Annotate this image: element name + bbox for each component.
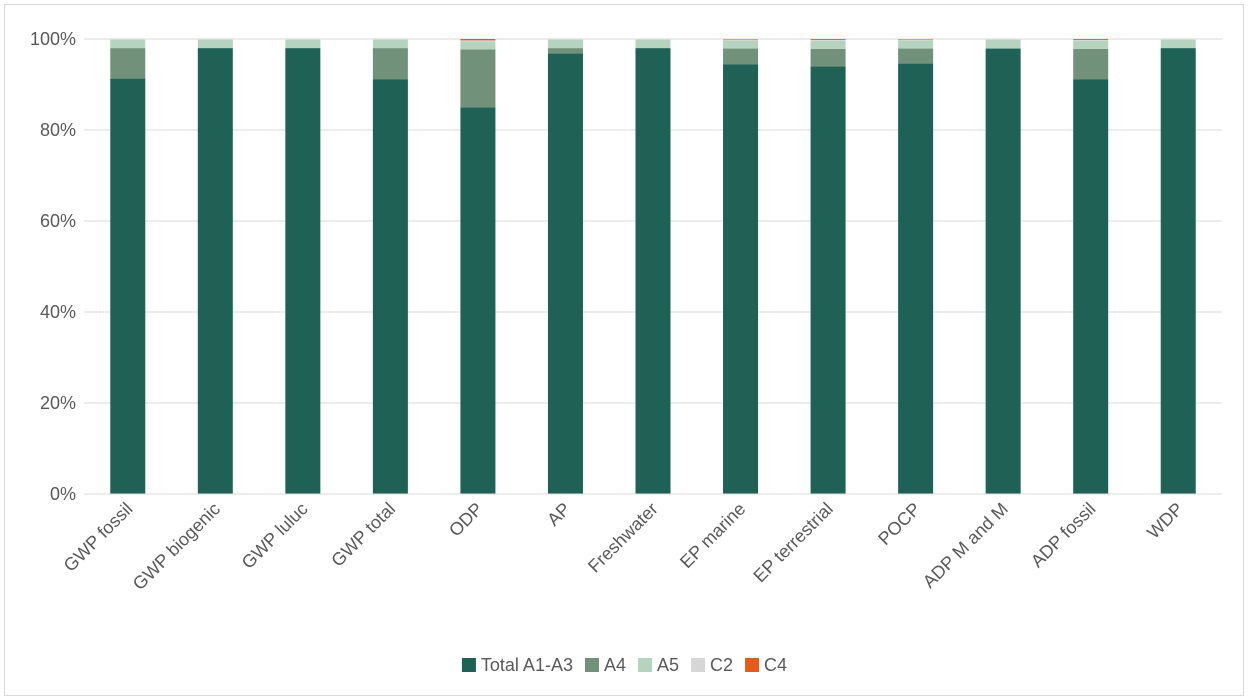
bar-segment	[898, 63, 934, 494]
bar-segment	[723, 48, 759, 65]
bar-segment	[372, 39, 408, 40]
bar-segment	[635, 39, 671, 40]
bar-stack	[1073, 39, 1109, 494]
bar-stack	[810, 39, 846, 495]
bar-segment	[197, 39, 233, 40]
bars	[110, 39, 1196, 495]
bar-segment	[898, 40, 934, 49]
bar-segment	[460, 40, 496, 42]
bar-segment	[110, 39, 146, 40]
bar-segment	[635, 39, 671, 49]
x-tick-label: GWP total	[327, 499, 399, 571]
x-tick-label: ODP	[445, 499, 487, 541]
bar-segment	[197, 39, 233, 49]
legend-label: A4	[604, 655, 626, 675]
bar-segment	[110, 48, 146, 79]
legend-label: C2	[710, 655, 733, 675]
bar-segment	[985, 39, 1021, 49]
y-axis-labels: 0% 20% 40% 60% 80% 100%	[30, 29, 76, 504]
bar-segment	[810, 39, 846, 41]
bar-segment	[197, 48, 233, 494]
bar-segment	[547, 53, 583, 495]
bar-segment	[110, 78, 146, 494]
x-tick-label: ADP fossil	[1027, 499, 1100, 572]
bar-segment	[1160, 48, 1196, 494]
bar-segment	[985, 39, 1021, 40]
y-tick-label: 40%	[40, 302, 76, 322]
x-tick-label: GWP biogenic	[129, 499, 224, 594]
bar-segment	[810, 40, 846, 50]
legend-swatch	[584, 658, 599, 672]
bar-stack	[723, 39, 759, 494]
bar-segment	[635, 48, 671, 494]
bar-segment	[285, 39, 321, 40]
y-tick-label: 80%	[40, 120, 76, 140]
bar-stack	[372, 39, 408, 494]
bar-segment	[810, 49, 846, 67]
bar-segment	[723, 40, 759, 49]
bar-segment	[547, 48, 583, 54]
bar-segment	[110, 39, 146, 49]
bar-segment	[372, 39, 408, 49]
x-tick-label: EP marine	[676, 499, 749, 572]
y-tick-label: 0%	[50, 484, 76, 504]
x-tick-label: Freshwater	[584, 499, 662, 577]
bar-segment	[1073, 79, 1109, 494]
bar-stack	[635, 39, 671, 494]
bar-segment	[285, 39, 321, 49]
bar-stack	[547, 39, 583, 495]
bar-segment	[460, 49, 496, 108]
bar-segment	[1073, 39, 1109, 41]
bar-stack	[985, 39, 1021, 495]
bar-stack	[460, 39, 496, 494]
bar-stack	[110, 39, 146, 494]
bar-segment	[1073, 39, 1109, 40]
bar-segment	[723, 39, 759, 41]
bar-segment	[1073, 40, 1109, 50]
legend-swatch	[461, 658, 476, 672]
bar-segment	[285, 48, 321, 494]
bar-segment	[372, 48, 408, 80]
bar-segment	[985, 48, 1021, 495]
legend-label: C4	[764, 655, 787, 675]
x-tick-label: POCP	[874, 499, 924, 549]
bar-segment	[460, 41, 496, 50]
y-tick-label: 20%	[40, 393, 76, 413]
x-tick-label: WDP	[1143, 499, 1187, 543]
y-tick-label: 100%	[30, 29, 76, 49]
legend-label: Total A1-A3	[481, 655, 573, 675]
x-tick-label: EP terrestrial	[749, 499, 836, 586]
legend-swatch	[745, 658, 760, 672]
bar-segment	[723, 64, 759, 494]
bar-stack	[1160, 39, 1196, 494]
bar-segment	[547, 39, 583, 40]
x-tick-label: ADP M and M	[919, 499, 1012, 592]
x-tick-label: GWP luluc	[238, 499, 312, 573]
bar-segment	[1073, 49, 1109, 80]
x-tick-label: GWP fossil	[60, 499, 137, 576]
bar-segment	[460, 39, 496, 41]
legend: Total A1-A3 A4 A5 C2 C4	[461, 655, 787, 675]
bar-stack	[898, 39, 934, 494]
legend-swatch	[691, 658, 706, 672]
bar-stack	[285, 39, 321, 494]
bar-segment	[810, 66, 846, 495]
x-tick-label: AP	[543, 499, 574, 530]
bar-segment	[1160, 39, 1196, 49]
bar-segment	[898, 48, 934, 64]
bar-segment	[460, 107, 496, 494]
y-tick-label: 60%	[40, 211, 76, 231]
legend-swatch	[638, 658, 653, 672]
bar-stack	[197, 39, 233, 494]
bar-segment	[1160, 39, 1196, 40]
legend-label: A5	[657, 655, 679, 675]
bar-segment	[547, 39, 583, 49]
bar-segment	[810, 39, 846, 40]
bar-segment	[898, 39, 934, 41]
bar-segment	[372, 79, 408, 494]
